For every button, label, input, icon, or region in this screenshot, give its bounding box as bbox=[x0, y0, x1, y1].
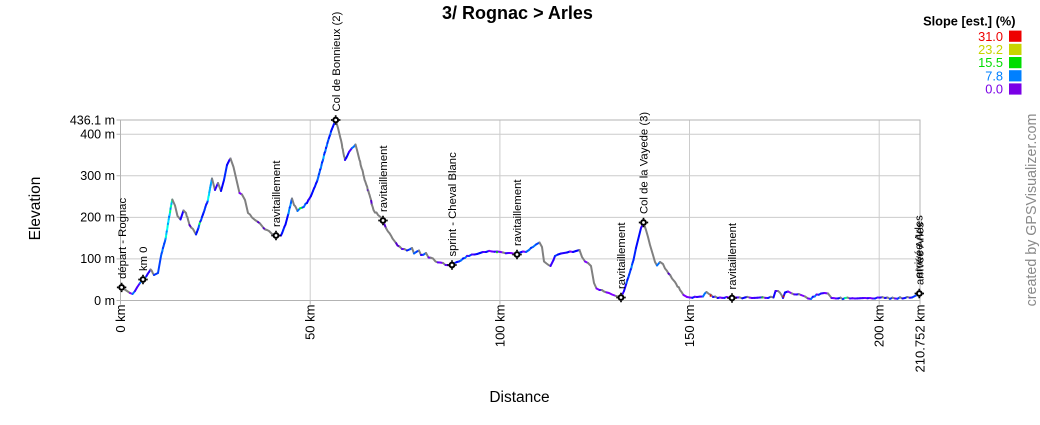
svg-text:Distance: Distance bbox=[489, 389, 549, 406]
svg-text:150 km: 150 km bbox=[682, 305, 697, 348]
svg-text:210.752 km: 210.752 km bbox=[913, 305, 928, 373]
svg-text:ravitaillement: ravitaillement bbox=[616, 222, 628, 289]
svg-text:ravitaillement: ravitaillement bbox=[727, 222, 739, 289]
svg-text:Elevation: Elevation bbox=[27, 177, 44, 241]
svg-text:ravitaillement: ravitaillement bbox=[512, 179, 524, 246]
svg-text:100 km: 100 km bbox=[492, 305, 507, 348]
svg-text:Col de la Vayede (3): Col de la Vayede (3) bbox=[639, 112, 651, 214]
svg-text:200 m: 200 m bbox=[80, 211, 115, 225]
svg-text:arrivée Arles: arrivée Arles bbox=[915, 222, 927, 285]
svg-text:300 m: 300 m bbox=[80, 169, 115, 183]
svg-text:km 0: km 0 bbox=[138, 247, 150, 271]
svg-text:sprint - Cheval Blanc: sprint - Cheval Blanc bbox=[447, 152, 459, 257]
svg-text:50 km: 50 km bbox=[303, 305, 318, 340]
svg-text:3/ Rognac > Arles: 3/ Rognac > Arles bbox=[442, 3, 593, 23]
svg-text:0 m: 0 m bbox=[94, 294, 115, 308]
svg-text:Col de Bonnieux (2): Col de Bonnieux (2) bbox=[331, 11, 343, 111]
svg-text:Slope [est.] (%): Slope [est.] (%) bbox=[923, 14, 1015, 29]
svg-text:0 km: 0 km bbox=[113, 305, 128, 333]
svg-text:31.0: 31.0 bbox=[978, 29, 1003, 44]
svg-text:400 m: 400 m bbox=[80, 128, 115, 142]
svg-text:7.8: 7.8 bbox=[985, 68, 1003, 83]
svg-text:created by GPSVisualizer.com: created by GPSVisualizer.com bbox=[1024, 114, 1040, 307]
svg-text:ravitaillement: ravitaillement bbox=[378, 145, 390, 212]
svg-text:23.2: 23.2 bbox=[978, 42, 1003, 57]
svg-text:ravitaillement: ravitaillement bbox=[271, 160, 283, 227]
svg-text:0.0: 0.0 bbox=[985, 82, 1003, 97]
svg-text:436.1 m: 436.1 m bbox=[70, 113, 115, 127]
svg-text:15.5: 15.5 bbox=[978, 55, 1003, 70]
svg-text:départ - Rognac: départ - Rognac bbox=[117, 198, 129, 279]
svg-text:100 m: 100 m bbox=[80, 252, 115, 266]
svg-text:arrivée Arles: arrivée Arles bbox=[913, 215, 925, 278]
svg-text:200 km: 200 km bbox=[872, 305, 887, 348]
